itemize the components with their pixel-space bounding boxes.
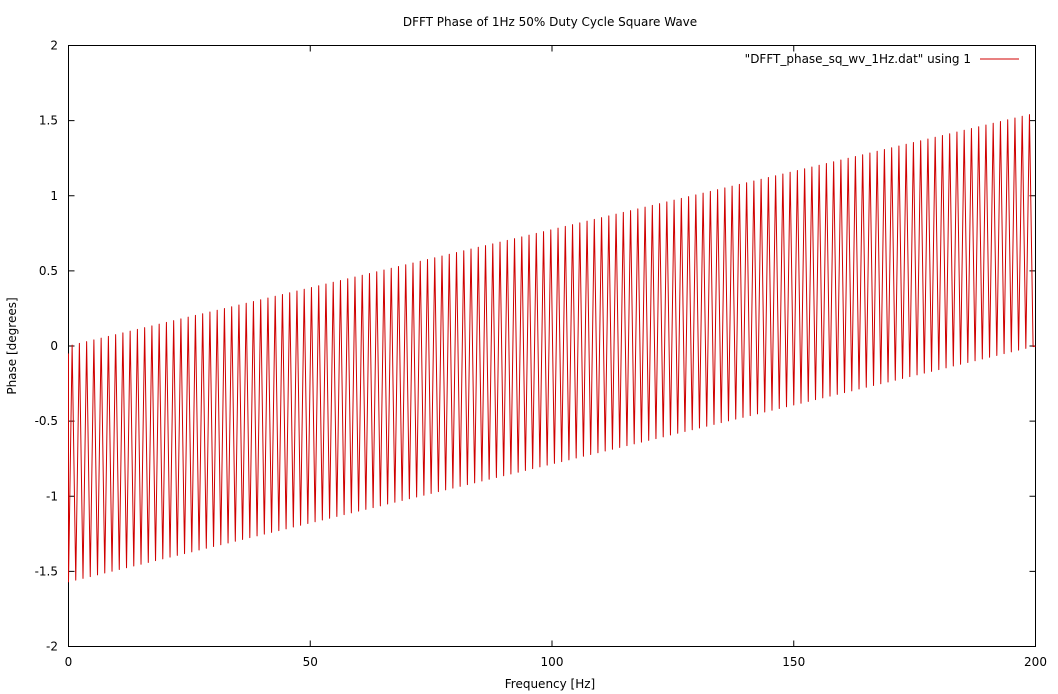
x-tick-label: 150 <box>782 655 805 669</box>
x-tick-label: 200 <box>1024 655 1047 669</box>
x-axis-label: Frequency [Hz] <box>505 677 596 691</box>
y-tick-label: 2 <box>50 39 58 53</box>
x-tick-label: 100 <box>541 655 564 669</box>
y-axis-label: Phase [degrees] <box>5 297 19 394</box>
y-axis: -2 -1.5 -1 -0.5 0 0.5 1 1.5 2 <box>35 39 1036 654</box>
x-tick-label: 50 <box>303 655 318 669</box>
y-tick-label: -1 <box>46 489 58 503</box>
series-line-dfft-phase <box>68 114 1036 583</box>
y-tick-label: 1 <box>50 189 58 203</box>
x-tick-label: 0 <box>65 655 73 669</box>
y-tick-label: 1.5 <box>39 114 58 128</box>
y-tick-label: -1.5 <box>35 564 58 578</box>
y-tick-label: -2 <box>46 640 58 654</box>
y-tick-label: -0.5 <box>35 414 58 428</box>
chart-title: DFFT Phase of 1Hz 50% Duty Cycle Square … <box>403 15 697 29</box>
y-tick-label: 0.5 <box>39 264 58 278</box>
x-axis: 0 50 100 150 200 <box>65 45 1047 669</box>
legend: "DFFT_phase_sq_wv_1Hz.dat" using 1 <box>745 52 1019 66</box>
plot-area-frame <box>68 45 1036 647</box>
y-tick-label: 0 <box>50 339 58 353</box>
legend-label: "DFFT_phase_sq_wv_1Hz.dat" using 1 <box>745 52 971 66</box>
